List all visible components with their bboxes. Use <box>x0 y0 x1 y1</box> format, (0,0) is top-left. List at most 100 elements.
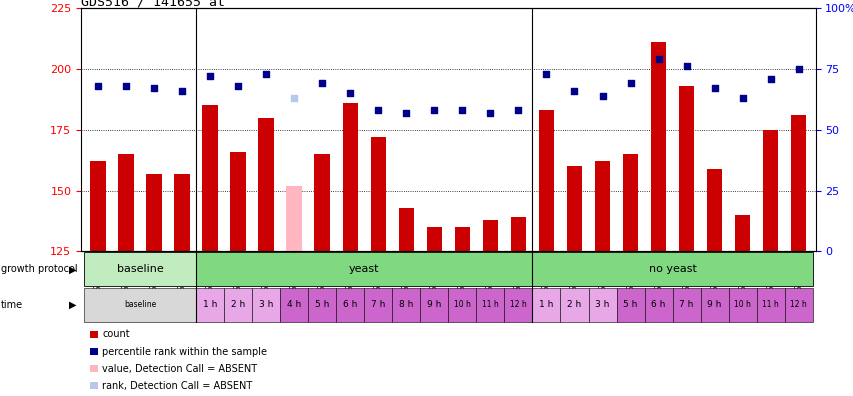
Bar <box>728 288 756 322</box>
Text: GDS516 / 141655_at: GDS516 / 141655_at <box>81 0 225 8</box>
Bar <box>336 288 364 322</box>
Point <box>455 107 468 113</box>
Text: 2 h: 2 h <box>566 301 581 309</box>
Bar <box>90 161 106 251</box>
Bar <box>223 288 252 322</box>
Bar <box>454 227 469 251</box>
Text: 11 h: 11 h <box>481 301 498 309</box>
Point <box>315 80 328 87</box>
Text: 4 h: 4 h <box>287 301 301 309</box>
Point <box>175 88 189 94</box>
Point <box>203 73 217 79</box>
Bar <box>196 288 223 322</box>
Text: 12 h: 12 h <box>789 301 806 309</box>
Bar <box>622 154 637 251</box>
Text: 1 h: 1 h <box>203 301 217 309</box>
Bar <box>504 288 531 322</box>
Bar <box>230 152 246 251</box>
Point <box>287 95 300 101</box>
Bar <box>314 154 329 251</box>
Text: 9 h: 9 h <box>426 301 441 309</box>
Text: 12 h: 12 h <box>509 301 526 309</box>
Text: 3 h: 3 h <box>595 301 609 309</box>
Text: 6 h: 6 h <box>343 301 357 309</box>
Bar <box>476 288 504 322</box>
Text: 6 h: 6 h <box>651 301 665 309</box>
Point <box>483 109 496 116</box>
Text: ▶: ▶ <box>69 300 77 310</box>
Bar <box>706 169 722 251</box>
Bar <box>762 129 778 251</box>
Point <box>651 56 664 62</box>
Bar <box>510 217 525 251</box>
Bar <box>672 288 699 322</box>
Bar <box>595 161 610 251</box>
Bar <box>84 252 196 286</box>
Bar <box>308 288 336 322</box>
Bar <box>370 137 386 251</box>
Bar <box>616 288 644 322</box>
Point <box>707 85 721 91</box>
Bar <box>482 220 497 251</box>
Point <box>511 107 525 113</box>
Bar <box>174 173 189 251</box>
Bar <box>650 42 665 251</box>
Text: value, Detection Call = ABSENT: value, Detection Call = ABSENT <box>102 364 258 374</box>
Point <box>371 107 385 113</box>
Bar <box>196 252 531 286</box>
Point <box>679 63 693 70</box>
Text: 7 h: 7 h <box>679 301 693 309</box>
Bar <box>790 115 805 251</box>
Point <box>735 95 749 101</box>
Bar <box>202 105 218 251</box>
Bar <box>146 173 161 251</box>
Point <box>427 107 441 113</box>
Bar <box>252 288 280 322</box>
Text: baseline: baseline <box>124 301 156 309</box>
Text: 8 h: 8 h <box>398 301 413 309</box>
Point <box>763 75 776 82</box>
Text: 1 h: 1 h <box>538 301 553 309</box>
Bar <box>392 288 420 322</box>
Text: 5 h: 5 h <box>623 301 637 309</box>
Text: 2 h: 2 h <box>230 301 245 309</box>
Point <box>595 92 609 99</box>
Point <box>91 83 105 89</box>
Point <box>399 109 413 116</box>
Bar <box>364 288 392 322</box>
Bar <box>699 288 728 322</box>
Text: 7 h: 7 h <box>371 301 385 309</box>
Bar <box>448 288 476 322</box>
Bar <box>784 288 812 322</box>
Bar <box>118 154 134 251</box>
Text: rank, Detection Call = ABSENT: rank, Detection Call = ABSENT <box>102 381 252 390</box>
Bar <box>756 288 784 322</box>
Bar <box>280 288 308 322</box>
Point <box>623 80 636 87</box>
Bar <box>588 288 616 322</box>
Text: growth protocol: growth protocol <box>1 264 78 274</box>
Point <box>119 83 133 89</box>
Bar <box>531 252 812 286</box>
Bar <box>644 288 672 322</box>
Point <box>259 70 273 77</box>
Bar <box>398 208 414 251</box>
Bar <box>426 227 442 251</box>
Text: time: time <box>1 300 23 310</box>
Text: 5 h: 5 h <box>315 301 329 309</box>
Text: 10 h: 10 h <box>734 301 751 309</box>
Text: yeast: yeast <box>349 264 379 274</box>
Point <box>539 70 553 77</box>
Bar <box>258 118 274 251</box>
Point <box>567 88 581 94</box>
Point <box>343 90 357 96</box>
Bar <box>84 288 196 322</box>
Text: count: count <box>102 329 130 339</box>
Text: 11 h: 11 h <box>762 301 778 309</box>
Bar <box>538 110 554 251</box>
Text: percentile rank within the sample: percentile rank within the sample <box>102 347 267 357</box>
Bar <box>678 86 693 251</box>
Bar <box>342 103 357 251</box>
Text: 10 h: 10 h <box>454 301 470 309</box>
Bar <box>420 288 448 322</box>
